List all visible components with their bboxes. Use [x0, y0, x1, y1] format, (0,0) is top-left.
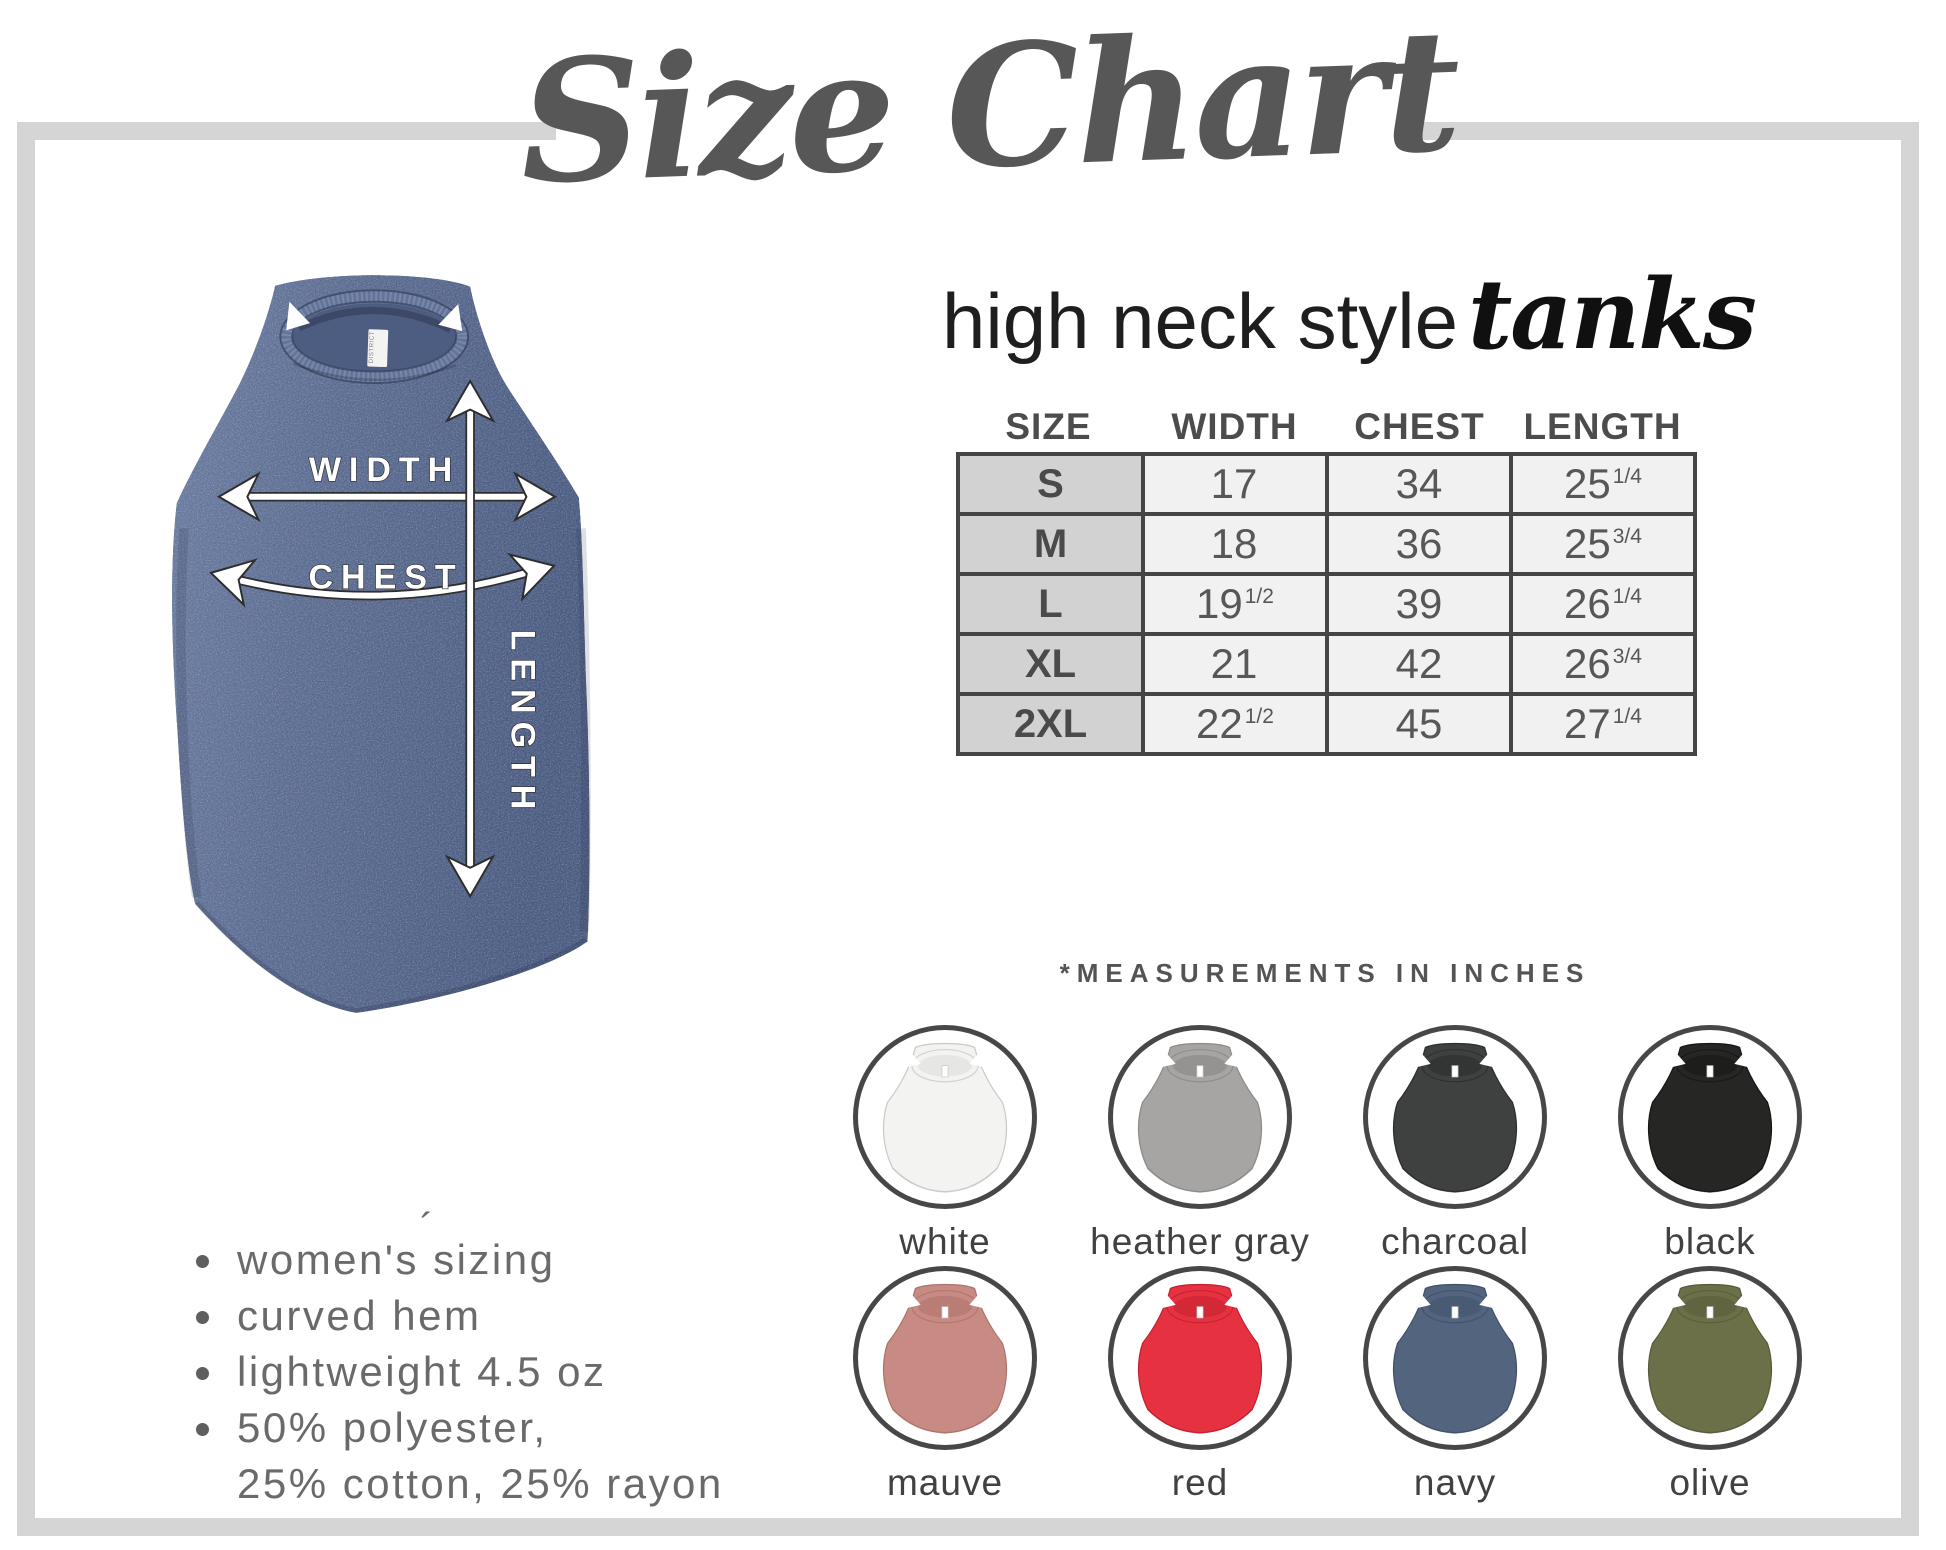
- chest-cell: 42: [1325, 632, 1513, 696]
- mini-tank-icon: [882, 1042, 1008, 1193]
- header-size: SIZE: [1005, 406, 1092, 447]
- width-cell: 191/2: [1141, 572, 1329, 636]
- length-arrow-label: LENGTH: [503, 630, 541, 818]
- width-cell: 18: [1141, 512, 1329, 576]
- size-table-headers: SIZE WIDTH CHEST LENGTH: [956, 406, 1694, 450]
- chest-arrow: [208, 552, 557, 608]
- length-cell: 251/4: [1509, 452, 1697, 516]
- swatch-label: navy: [1413, 1462, 1497, 1503]
- list-item: curved hem: [196, 1292, 724, 1348]
- swatch-black: black: [1618, 1025, 1802, 1262]
- bullet-icon: [196, 1367, 209, 1380]
- frame-border: [17, 122, 1919, 1536]
- tag-text: DISTRICT: [368, 331, 376, 364]
- measurements-note: *MEASUREMENTS IN INCHES: [1059, 958, 1591, 988]
- subtitle: high neck style tanks: [942, 258, 1757, 371]
- swatch-circle: [1108, 1266, 1292, 1450]
- swatch-circle: [1618, 1025, 1802, 1209]
- swatch-label: olive: [1669, 1462, 1751, 1503]
- header-chest: CHEST: [1354, 406, 1485, 447]
- chest-cell: 45: [1325, 692, 1513, 756]
- length-arrow: [444, 379, 496, 899]
- subtitle-regular: high neck style: [942, 277, 1458, 365]
- table-row: S 17 34 251/4: [956, 452, 1697, 516]
- table-row: M 18 36 253/4: [956, 512, 1697, 576]
- tank-body: [172, 275, 591, 1013]
- mini-tank-icon: [1392, 1042, 1518, 1193]
- stray-accent-mark: ´: [420, 1206, 434, 1250]
- bullet-icon: [196, 1423, 209, 1436]
- chest-cell: 34: [1325, 452, 1513, 516]
- swatch-circle: [1363, 1025, 1547, 1209]
- mini-tank-icon: [882, 1283, 1008, 1434]
- width-arrow: [216, 471, 557, 523]
- swatch-label: mauve: [886, 1462, 1004, 1503]
- chest-cell: 39: [1325, 572, 1513, 636]
- size-table: S 17 34 251/4 M 18 36 253/4 L 191/2 39 2…: [956, 452, 1697, 756]
- size-cell: L: [956, 572, 1145, 636]
- table-row: XL 21 42 263/4: [956, 632, 1697, 696]
- list-item: lightweight 4.5 oz: [196, 1348, 724, 1404]
- strap-gap-right: [438, 304, 463, 332]
- table-row: 2XL 221/2 45 271/4: [956, 692, 1697, 756]
- width-cell: 21: [1141, 632, 1329, 696]
- page-title: Size Chart: [516, 0, 1460, 222]
- strap-gap-left: [286, 301, 310, 331]
- header-length: LENGTH: [1523, 406, 1682, 447]
- swatch-label: charcoal: [1381, 1221, 1529, 1262]
- list-item: women's sizing: [196, 1236, 724, 1292]
- swatch-olive: olive: [1618, 1266, 1802, 1503]
- swatch-label: red: [1171, 1462, 1229, 1503]
- length-cell: 263/4: [1509, 632, 1697, 696]
- chest-arrow-label: CHEST: [309, 559, 464, 597]
- header-width: WIDTH: [1171, 406, 1298, 447]
- list-item-continuation: 25% cotton, 25% rayon: [237, 1460, 724, 1507]
- subtitle-script: tanks: [1467, 258, 1757, 371]
- neck-label-tag: DISTRICT: [367, 329, 389, 368]
- size-cell: XL: [956, 632, 1145, 696]
- frame-title-gap: [556, 112, 1414, 152]
- mini-tank-icon: [1647, 1283, 1773, 1434]
- feature-list: women's sizing curved hem lightweight 4.…: [196, 1236, 724, 1516]
- length-cell: 253/4: [1509, 512, 1697, 576]
- size-cell: 2XL: [956, 692, 1145, 756]
- table-row: L 191/2 39 261/4: [956, 572, 1697, 636]
- size-cell: S: [956, 452, 1145, 516]
- mini-tank-icon: [1392, 1283, 1518, 1434]
- width-cell: 221/2: [1141, 692, 1329, 756]
- list-item: 50% polyester,: [196, 1404, 724, 1460]
- width-arrow-label: WIDTH: [309, 451, 460, 489]
- swatch-circle: [1363, 1266, 1547, 1450]
- swatch-circle: [1108, 1025, 1292, 1209]
- swatch-circle: [853, 1025, 1037, 1209]
- tank-measurement-diagram: DISTRICT WIDTH CHEST LENGTH: [172, 275, 591, 1013]
- bullet-icon: [196, 1255, 209, 1268]
- size-cell: M: [956, 512, 1145, 576]
- length-cell: 261/4: [1509, 572, 1697, 636]
- mini-tank-icon: [1137, 1042, 1263, 1193]
- swatch-red: red: [1108, 1266, 1292, 1503]
- swatch-label: white: [899, 1221, 991, 1262]
- mini-tank-icon: [1647, 1042, 1773, 1193]
- width-cell: 17: [1141, 452, 1329, 516]
- swatch-navy: navy: [1363, 1266, 1547, 1503]
- bullet-icon: [196, 1311, 209, 1324]
- length-cell: 271/4: [1509, 692, 1697, 756]
- chest-cell: 36: [1325, 512, 1513, 576]
- swatch-charcoal: charcoal: [1363, 1025, 1547, 1262]
- swatch-mauve: mauve: [853, 1266, 1037, 1503]
- swatch-circle: [853, 1266, 1037, 1450]
- swatch-heather-gray: heather gray: [1090, 1025, 1309, 1262]
- swatch-circle: [1618, 1266, 1802, 1450]
- swatch-label: heather gray: [1090, 1221, 1310, 1262]
- mini-tank-icon: [1137, 1283, 1263, 1434]
- swatch-label: black: [1664, 1221, 1756, 1262]
- swatch-white: white: [853, 1025, 1037, 1262]
